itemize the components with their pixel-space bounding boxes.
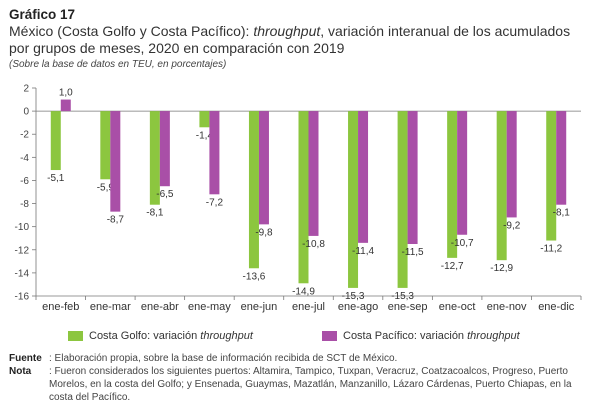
data-label-costa-golfo: -13,6 — [243, 271, 266, 282]
bar-costa-golfo — [496, 111, 507, 261]
data-label-costa-golfo: -15,3 — [391, 291, 414, 302]
data-label-costa-pacifico: -9,8 — [255, 227, 273, 238]
bar-costa-pacifico — [556, 111, 567, 205]
note-text: : Fueron considerados los siguientes pue… — [49, 366, 572, 403]
bar-costa-pacifico — [358, 111, 369, 243]
source-text: : Elaboración propia, sobre la base de i… — [49, 353, 398, 364]
bar-costa-pacifico — [159, 111, 170, 187]
chart-notes: Fuente : Elaboración propia, sobre la ba… — [9, 352, 589, 404]
bar-costa-golfo — [298, 111, 309, 284]
note-row: Nota : Fueron considerados los siguiente… — [9, 365, 589, 404]
data-label-costa-pacifico: -7,2 — [206, 197, 224, 208]
y-tick-label: 0 — [23, 107, 29, 118]
bar-costa-pacifico — [258, 111, 269, 225]
y-tick-label: 2 — [23, 84, 29, 95]
bar-chart: 2 0 -2 -4 -6 -8 -10 -12 -14 -16 ene-feb ene-mar ene-… — [15, 84, 582, 313]
bar-costa-golfo — [199, 111, 210, 128]
x-tick-label: ene-abr — [141, 301, 179, 313]
data-label-costa-pacifico: -10,7 — [451, 238, 474, 249]
y-tick-label: -4 — [20, 153, 29, 164]
data-label-costa-pacifico: -6,5 — [156, 189, 174, 200]
data-label-costa-golfo: -12,9 — [490, 263, 513, 274]
y-tick-label: -16 — [15, 292, 30, 303]
bar-costa-golfo — [149, 111, 160, 205]
x-tick-label: ene-feb — [42, 301, 79, 313]
figure-title-italic: throughput — [253, 23, 321, 39]
legend-gulf-italic: throughput — [200, 330, 253, 342]
note-label: Nota — [9, 366, 32, 377]
legend-pacific-italic: throughput — [467, 330, 520, 342]
x-tick-label: ene-sep — [388, 301, 428, 313]
x-tick-label: ene-dic — [538, 301, 575, 313]
data-label-costa-pacifico: -8,1 — [553, 208, 571, 219]
y-tick-label: -2 — [20, 130, 29, 141]
data-label-costa-pacifico: -8,7 — [107, 215, 125, 226]
data-label-costa-pacifico: -10,8 — [302, 239, 325, 250]
y-tick-label: -14 — [15, 268, 30, 279]
x-tick-label: ene-jul — [292, 301, 325, 313]
bar-costa-pacifico — [457, 111, 468, 235]
data-label-costa-golfo: -5,9 — [97, 182, 115, 193]
data-label-costa-golfo: -14,9 — [292, 286, 315, 297]
y-tick-label: -6 — [20, 176, 29, 187]
bar-costa-golfo — [397, 111, 408, 288]
legend-item-pacific: Costa Pacífico: variación throughput — [322, 330, 520, 342]
x-tick-label: ene-nov — [487, 301, 527, 313]
figure-title: México (Costa Golfo y Costa Pacífico): t… — [9, 23, 589, 57]
legend-swatch-gulf — [68, 331, 83, 341]
chart-legend: Costa Golfo: variación throughput Costa … — [0, 330, 596, 346]
data-label-costa-pacifico: -11,5 — [402, 247, 424, 258]
bar-costa-pacifico — [308, 111, 319, 236]
legend-pacific-prefix: Costa Pacífico: variación — [343, 330, 468, 342]
source-row: Fuente : Elaboración propia, sobre la ba… — [9, 352, 589, 365]
y-tick-label: -12 — [15, 245, 30, 256]
bar-costa-pacifico — [60, 99, 71, 112]
y-tick-label: -10 — [15, 222, 30, 233]
y-tick-label: -8 — [20, 199, 29, 210]
legend-label-pacific: Costa Pacífico: variación throughput — [343, 330, 520, 342]
bar-costa-golfo — [546, 111, 557, 241]
data-label-costa-golfo: -12,7 — [441, 261, 464, 272]
data-label-costa-golfo: -5,1 — [47, 173, 65, 184]
bar-costa-golfo — [447, 111, 458, 258]
bar-costa-golfo — [348, 111, 359, 288]
bar-costa-pacifico — [407, 111, 418, 244]
bar-costa-golfo — [248, 111, 259, 269]
bar-costa-pacifico — [110, 111, 121, 212]
legend-swatch-pacific — [322, 331, 337, 341]
data-label-costa-golfo: -11,2 — [540, 244, 562, 255]
figure-title-prefix: México (Costa Golfo y Costa Pacífico): — [9, 23, 254, 39]
bar-costa-pacifico — [506, 111, 517, 218]
legend-label-gulf: Costa Golfo: variación throughput — [89, 330, 253, 342]
x-tick-label: ene-jun — [241, 301, 278, 313]
figure-header: Gráfico 17 México (Costa Golfo y Costa P… — [9, 6, 589, 71]
figure-label: Gráfico 17 — [9, 7, 76, 22]
legend-item-gulf: Costa Golfo: variación throughput — [68, 330, 253, 342]
figure-title-suffix: , variación interanual de los acumulados… — [9, 23, 571, 56]
data-label-costa-pacifico: 1,0 — [59, 88, 73, 99]
x-tick-label: ene-may — [188, 301, 231, 313]
figure-subtitle: (Sobre la base de datos en TEU, en porce… — [9, 59, 227, 70]
x-tick-label: ene-oct — [439, 301, 476, 313]
bar-costa-golfo — [100, 111, 111, 180]
data-label-costa-pacifico: -9,2 — [503, 220, 521, 231]
data-label-costa-pacifico: -11,4 — [352, 246, 374, 257]
data-label-costa-golfo: -8,1 — [146, 208, 164, 219]
x-tick-label: ene-mar — [90, 301, 131, 313]
x-tick-label: ene-ago — [338, 301, 378, 313]
legend-gulf-prefix: Costa Golfo: variación — [89, 330, 201, 342]
data-label-costa-golfo: -1,4 — [196, 130, 214, 141]
bar-costa-pacifico — [209, 111, 220, 195]
data-label-costa-golfo: -15,3 — [342, 291, 365, 302]
bar-costa-golfo — [50, 111, 61, 171]
source-label: Fuente — [9, 353, 42, 364]
